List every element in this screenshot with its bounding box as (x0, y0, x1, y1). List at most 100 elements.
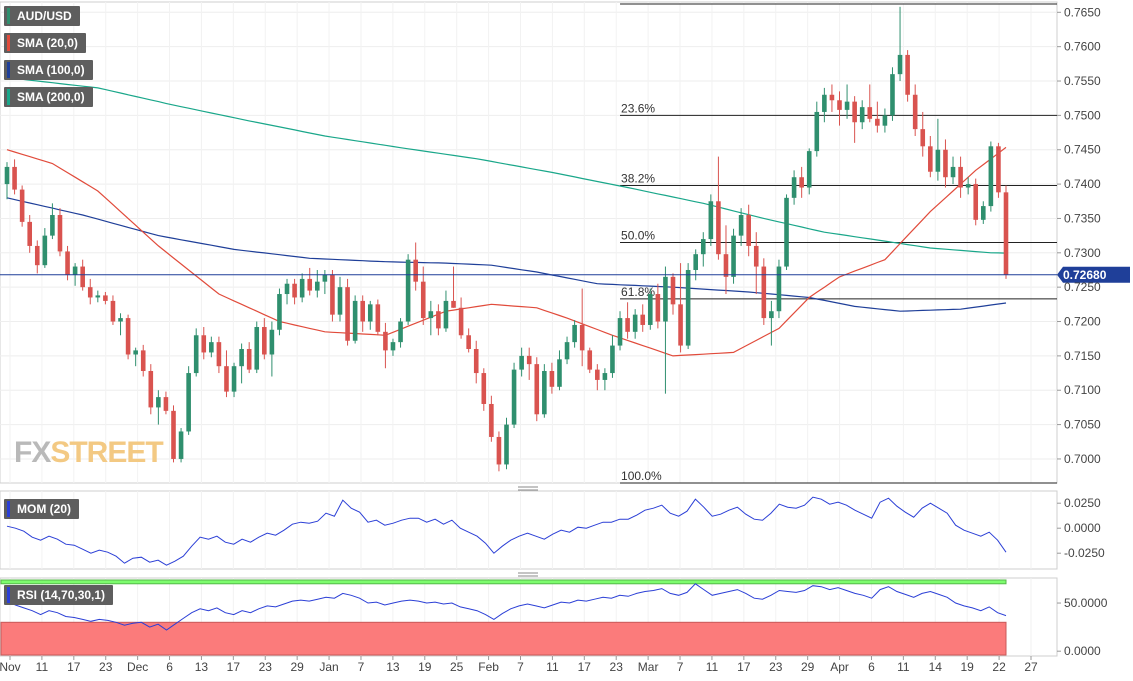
candle-body (156, 397, 161, 408)
candle-body (791, 177, 797, 198)
price-tick-label: 0.7450 (1064, 143, 1101, 157)
time-axis-ticks: Nov 11 17 23 Dec 6 13 17 23 29 Jan 7 13 19 25 Feb 7 11 17 2… (0, 656, 1038, 674)
sma20-color-swatch (7, 35, 10, 51)
candle-body (246, 349, 252, 370)
price-tick-label: 0.7350 (1064, 211, 1101, 225)
rsi-tag[interactable]: RSI (14,70,30,1) (4, 585, 114, 605)
candle-body (928, 146, 933, 172)
rsi-overbought-zone (0, 579, 1007, 585)
candle-body (216, 342, 222, 367)
momentum-color-swatch (7, 501, 10, 517)
sma100-tag[interactable]: SMA (100,0) (4, 60, 93, 80)
candle-body (557, 359, 562, 387)
candle-body (980, 206, 986, 220)
price-tick-label: 0.7500 (1064, 108, 1101, 122)
momentum-panel-frame (0, 490, 1058, 570)
candle-body (443, 300, 449, 329)
candle-body (905, 54, 910, 95)
time-tick-label: 29 (801, 660, 815, 674)
candle-body (163, 397, 169, 411)
candle-body (65, 251, 70, 275)
sma20-tag[interactable]: SMA (20,0) (4, 33, 86, 53)
time-tick-label: 13 (386, 660, 400, 674)
momentum-tag[interactable]: MOM (20) (4, 499, 79, 519)
momentum-series (6, 496, 1007, 566)
candle-body (322, 274, 328, 282)
candle-body (610, 345, 615, 374)
candle-body (398, 321, 403, 343)
candle-body (595, 369, 600, 380)
candle-body (632, 314, 638, 332)
momentum-panel-resize-handle[interactable] (518, 572, 538, 577)
candle-body (617, 318, 623, 346)
candle-body (292, 283, 297, 298)
time-tick-label: 23 (99, 660, 113, 674)
candle-body (125, 318, 131, 355)
time-tick-label: 17 (578, 660, 592, 674)
candle-body (496, 436, 502, 465)
time-tick-label: 23 (769, 660, 783, 674)
momentum-label: MOM (20) (17, 502, 71, 516)
rsi-label: RSI (14,70,30,1) (17, 588, 106, 602)
candle-body (731, 235, 736, 277)
candle-body (262, 327, 267, 355)
candle-body (655, 294, 661, 322)
time-tick-label: 23 (610, 660, 624, 674)
sma100-label: SMA (100,0) (17, 63, 85, 77)
candle-body (534, 364, 540, 415)
candle-body (769, 311, 774, 319)
candle-body (307, 278, 313, 291)
candle-body (12, 166, 17, 190)
rsi-line (6, 583, 1007, 631)
candle-body (897, 54, 903, 75)
candle-body (890, 74, 895, 116)
candle-body (57, 215, 63, 252)
candle-body (640, 314, 646, 325)
time-tick-label: 7 (358, 660, 365, 674)
candle-body (829, 94, 835, 101)
candle-body (693, 254, 699, 270)
current-price-label: 0.72680 (1063, 268, 1107, 282)
candle-body (148, 370, 154, 408)
price-axis-ticks: 0.7000 0.7050 0.7100 0.7150 0.7200 0.7250 0.73… (1057, 5, 1101, 466)
time-tick-label: 17 (67, 660, 81, 674)
candle-body (405, 259, 411, 322)
rsi-series (6, 583, 1007, 631)
candle-body (375, 304, 381, 332)
time-tick-label: 11 (706, 660, 719, 674)
symbol-label: AUD/USD (17, 9, 72, 23)
candle-body (814, 111, 820, 152)
current-price-marker: 0.72680 (0, 266, 1130, 283)
price-tick-label: 0.7150 (1064, 349, 1101, 363)
time-tick-label: Jan (319, 660, 338, 674)
sma200-tag[interactable]: SMA (200,0) (4, 87, 93, 107)
candle-body (95, 295, 101, 298)
candle-body (753, 245, 759, 267)
symbol-tag[interactable]: AUD/USD (4, 6, 80, 26)
candle-body (587, 350, 593, 370)
candle-body (420, 281, 426, 319)
fxstreet-logo: FXSTREET (14, 436, 163, 469)
price-tick-label: 0.7000 (1064, 452, 1101, 466)
time-tick-label: 19 (418, 660, 432, 674)
candle-body (72, 266, 78, 275)
candle-body (723, 254, 729, 277)
time-tick-label: 29 (290, 660, 304, 674)
candle-body (746, 215, 751, 246)
price-panel-resize-handle[interactable] (518, 486, 538, 491)
time-tick-label: 11 (36, 660, 49, 674)
price-tick-label: 0.7050 (1064, 418, 1101, 432)
sma20-line (6, 146, 1007, 357)
candle-body (390, 342, 396, 351)
candle-body (50, 215, 55, 236)
candle-body (436, 311, 441, 329)
candle-body (451, 300, 456, 308)
candle-body (882, 115, 888, 126)
candle-body (996, 146, 1001, 193)
rsi-tick-label: 0.0000 (1064, 644, 1101, 658)
candle-body (542, 370, 547, 415)
candle-body (708, 201, 714, 240)
price-tick-label: 0.7600 (1064, 40, 1101, 54)
